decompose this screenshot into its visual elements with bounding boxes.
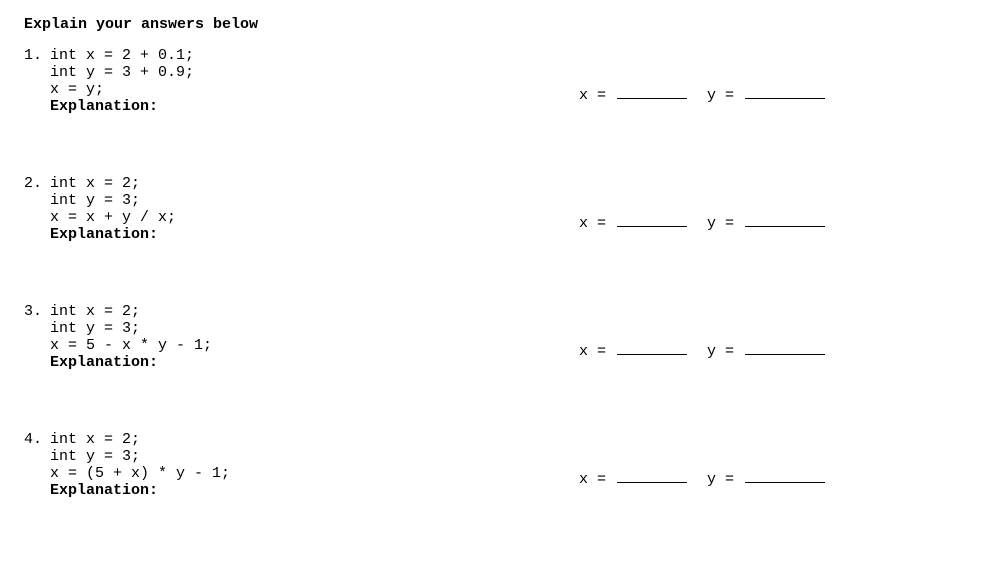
y-label: y = xyxy=(707,343,743,360)
x-blank[interactable] xyxy=(617,339,687,355)
code-line: int x = 2 + 0.1; xyxy=(50,47,194,64)
code-line: int y = 3 + 0.9; xyxy=(50,64,194,81)
explanation-label: Explanation: xyxy=(50,354,212,371)
problem: 1.int x = 2 + 0.1;int y = 3 + 0.9;x = y;… xyxy=(24,47,979,115)
code-line: x = (5 + x) * y - 1; xyxy=(50,465,230,482)
x-label: x = xyxy=(579,87,615,104)
code-block: int x = 2;int y = 3;x = (5 + x) * y - 1;… xyxy=(50,431,230,499)
answer-row: x = y = xyxy=(579,83,827,104)
code-line: int x = 2; xyxy=(50,303,212,320)
answer-row: x = y = xyxy=(579,211,827,232)
explanation-label: Explanation: xyxy=(50,98,194,115)
code-line: int y = 3; xyxy=(50,320,212,337)
y-blank[interactable] xyxy=(745,211,825,227)
code-line: int y = 3; xyxy=(50,448,230,465)
x-blank[interactable] xyxy=(617,211,687,227)
code-line: int y = 3; xyxy=(50,192,176,209)
x-label: x = xyxy=(579,343,615,360)
problem-number: 2. xyxy=(24,175,50,192)
code-block: int x = 2;int y = 3;x = x + y / x;Explan… xyxy=(50,175,176,243)
x-blank[interactable] xyxy=(617,467,687,483)
x-label: x = xyxy=(579,215,615,232)
problems-list: 1.int x = 2 + 0.1;int y = 3 + 0.9;x = y;… xyxy=(24,47,979,499)
code-line: int x = 2; xyxy=(50,175,176,192)
explanation-label: Explanation: xyxy=(50,226,176,243)
x-blank[interactable] xyxy=(617,83,687,99)
code-block: int x = 2 + 0.1;int y = 3 + 0.9;x = y;Ex… xyxy=(50,47,194,115)
code-block: int x = 2;int y = 3;x = 5 - x * y - 1;Ex… xyxy=(50,303,212,371)
answer-row: x = y = xyxy=(579,467,827,488)
explanation-label: Explanation: xyxy=(50,482,230,499)
code-line: x = x + y / x; xyxy=(50,209,176,226)
page-heading: Explain your answers below xyxy=(24,16,979,33)
code-line: x = y; xyxy=(50,81,194,98)
problem: 3.int x = 2;int y = 3;x = 5 - x * y - 1;… xyxy=(24,303,979,371)
problem-number: 3. xyxy=(24,303,50,320)
problem-number: 4. xyxy=(24,431,50,448)
x-label: x = xyxy=(579,471,615,488)
problem-number: 1. xyxy=(24,47,50,64)
y-label: y = xyxy=(707,471,743,488)
y-label: y = xyxy=(707,87,743,104)
problem: 2.int x = 2;int y = 3;x = x + y / x;Expl… xyxy=(24,175,979,243)
y-blank[interactable] xyxy=(745,339,825,355)
answer-row: x = y = xyxy=(579,339,827,360)
y-blank[interactable] xyxy=(745,467,825,483)
problem: 4.int x = 2;int y = 3;x = (5 + x) * y - … xyxy=(24,431,979,499)
code-line: x = 5 - x * y - 1; xyxy=(50,337,212,354)
y-blank[interactable] xyxy=(745,83,825,99)
y-label: y = xyxy=(707,215,743,232)
code-line: int x = 2; xyxy=(50,431,230,448)
